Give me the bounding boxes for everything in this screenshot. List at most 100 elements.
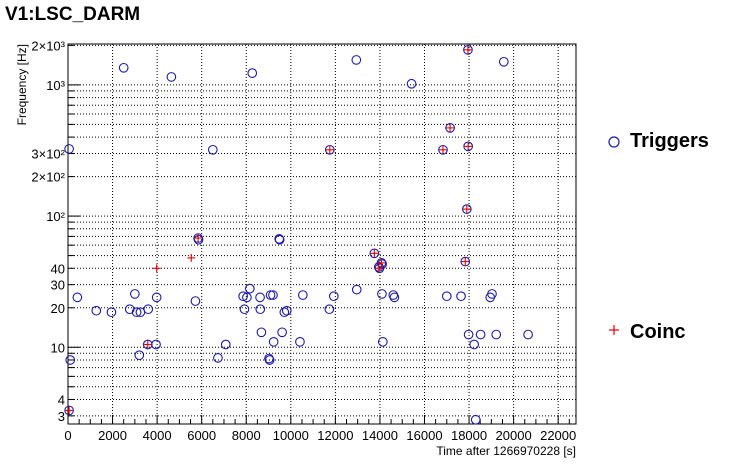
trigger-point <box>377 289 387 299</box>
trigger-point <box>456 291 466 302</box>
trigger-point <box>438 144 448 155</box>
trigger-point <box>279 307 290 318</box>
legend: Triggers Coinc <box>608 130 709 343</box>
trigger-point <box>106 307 117 318</box>
coinc-point <box>370 249 379 258</box>
trigger-point <box>469 339 480 350</box>
axes: 0 2000 4000 6000 8000 10000 12000 14000 16000 180… <box>31 38 576 443</box>
trigger-point <box>213 353 223 363</box>
y-tick-label: 2×10² <box>31 170 65 185</box>
trigger-point <box>328 291 339 302</box>
y-tick-label: 3×10² <box>31 146 65 161</box>
x-tick-label: 22000 <box>540 428 576 443</box>
trigger-point <box>134 350 145 361</box>
trigger-point <box>65 355 76 365</box>
trigger-point <box>461 204 472 214</box>
legend-coinc-label: Coinc <box>630 321 686 343</box>
x-axis-label: Time after 1266970228 [s] <box>436 444 576 458</box>
trigger-point <box>351 55 362 65</box>
trigger-point <box>463 141 474 152</box>
trigger-point <box>64 405 74 416</box>
coinc-point <box>65 406 74 415</box>
x-tick-label: 6000 <box>187 428 216 443</box>
trigger-point <box>324 304 335 315</box>
trigger-point <box>239 304 250 315</box>
trigger-point <box>523 329 533 340</box>
trigger-point <box>441 291 452 302</box>
coinc-point <box>152 264 161 273</box>
trigger-point <box>406 78 417 89</box>
trigger-point <box>487 289 497 299</box>
coinc-point <box>463 45 472 54</box>
x-tick-label: 14000 <box>362 428 398 443</box>
legend-triggers-marker <box>608 136 620 148</box>
trigger-point <box>445 123 455 133</box>
trigger-point <box>498 56 509 67</box>
trigger-point <box>151 339 161 350</box>
trigger-point <box>463 44 473 55</box>
trigger-point <box>91 305 102 316</box>
trigger-point <box>244 283 255 294</box>
x-tick-label: 4000 <box>143 428 172 443</box>
x-tick-label: 10000 <box>273 428 309 443</box>
coinc-point <box>194 234 203 243</box>
trigger-point <box>388 290 399 300</box>
trigger-point <box>238 291 248 302</box>
plot-frame <box>67 43 577 425</box>
trigger-point <box>64 144 74 154</box>
trigger-point <box>324 144 335 155</box>
legend-coinc-marker <box>609 325 619 335</box>
trigger-point <box>151 292 162 303</box>
y-tick-label: 20 <box>51 301 65 316</box>
grid-lines <box>68 44 576 424</box>
x-tick-label: 20000 <box>496 428 532 443</box>
trigger-point <box>242 292 252 303</box>
y-tick-label: 3 <box>58 409 65 424</box>
x-tick-label: 18000 <box>451 428 487 443</box>
trigger-point <box>389 292 400 303</box>
x-tick-label: 0 <box>64 428 71 443</box>
trigger-point <box>265 290 276 300</box>
coinc-point <box>143 340 152 349</box>
trigger-point <box>207 144 218 155</box>
y-tick-label: 10 <box>51 340 65 355</box>
trigger-point <box>377 336 388 347</box>
trigger-point <box>274 234 285 245</box>
trigger-point <box>129 289 140 299</box>
x-tick-label: 12000 <box>317 428 353 443</box>
trigger-point <box>470 414 481 425</box>
trigger-point <box>143 304 154 315</box>
trigger-point <box>166 72 177 82</box>
coinc-point <box>464 142 473 151</box>
coinc-point <box>446 123 455 132</box>
coinc-point <box>374 264 383 273</box>
y-axis-label: Frequency [Hz] <box>15 44 29 125</box>
coinc-point <box>377 258 386 267</box>
y-tick-label: 10³ <box>46 78 65 93</box>
trigger-point <box>220 339 231 350</box>
y-tick-label: 4 <box>58 392 65 407</box>
trigger-point <box>463 329 474 340</box>
y-tick-label: 2×10³ <box>31 38 65 53</box>
trigger-point <box>277 327 287 338</box>
chart-title: V1:LSC_DARM <box>5 4 140 25</box>
x-tick-label: 2000 <box>98 428 127 443</box>
trigger-point <box>295 336 305 347</box>
trigger-point <box>255 292 265 303</box>
coinc-point <box>438 145 447 154</box>
trigger-point <box>256 327 267 338</box>
coinc-point <box>461 257 470 266</box>
trigger-point <box>491 329 502 340</box>
legend-triggers-label: Triggers <box>630 130 709 152</box>
trigger-point <box>369 248 380 259</box>
coinc-point <box>325 145 334 154</box>
trigger-point <box>297 290 308 300</box>
trigger-point <box>247 68 258 78</box>
y-tick-label: 40 <box>51 261 65 276</box>
trigger-point <box>475 329 486 340</box>
trigger-point <box>268 336 279 347</box>
x-tick-label: 8000 <box>232 428 261 443</box>
trigger-point <box>255 304 266 315</box>
coinc-point <box>462 205 471 214</box>
